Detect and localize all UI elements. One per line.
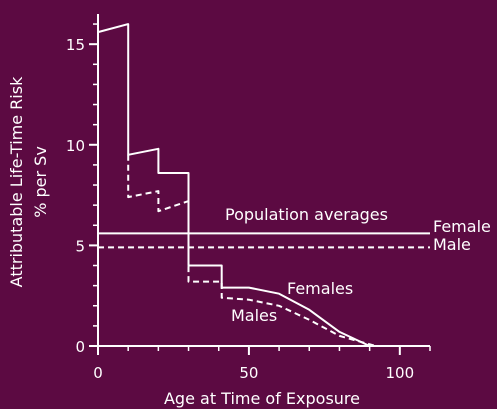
ticks: 0 5 10 15 0 50 100 — [66, 23, 431, 382]
series-line-males — [127, 154, 376, 347]
y-tick-label: 15 — [66, 36, 85, 54]
series-layer — [97, 23, 430, 347]
annotation-males: Males — [231, 306, 277, 325]
x-tick-label: 0 — [93, 364, 103, 382]
reference-label-female: Female — [433, 217, 491, 236]
x-tick-label: 50 — [239, 364, 258, 382]
x-axis-label: Age at Time of Exposure — [164, 389, 360, 408]
annotation-population-averages: Population averages — [225, 205, 388, 224]
axes — [97, 14, 430, 347]
annotation-females: Females — [287, 279, 353, 298]
y-tick-label: 5 — [75, 237, 85, 255]
y-tick-label: 10 — [66, 137, 85, 155]
series-line-females — [97, 23, 371, 347]
y-axis-units: % per Sv — [31, 146, 50, 218]
reference-label-male: Male — [433, 235, 471, 254]
y-tick-label: 0 — [75, 338, 85, 356]
x-tick-label: 100 — [385, 364, 414, 382]
y-axis-label: Attributable Life-Time Risk — [7, 76, 26, 287]
